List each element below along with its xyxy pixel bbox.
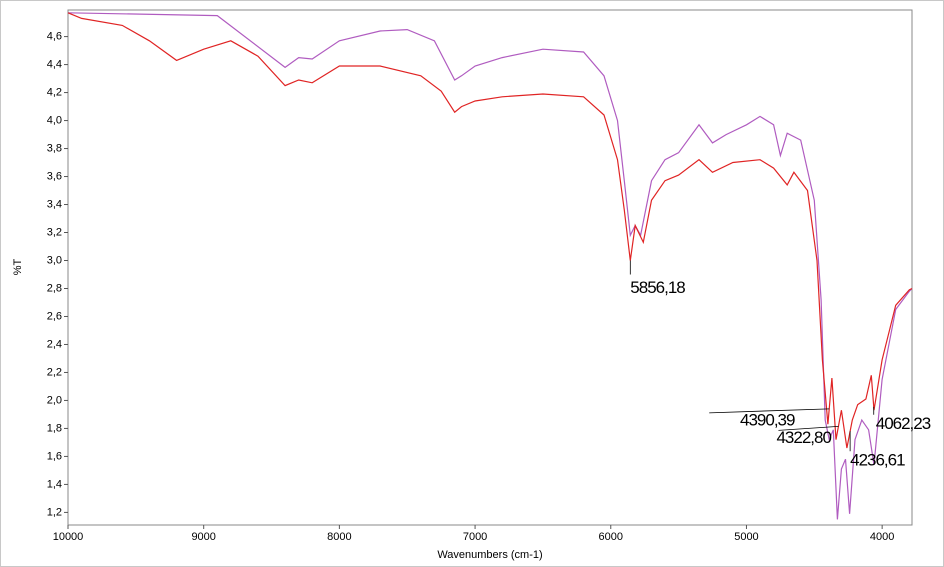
peak-label: 4322,80 xyxy=(776,428,831,447)
y-tick-label: 1,8 xyxy=(47,422,62,434)
peak-label: 4062,23 xyxy=(876,414,931,433)
y-tick-label: 2,4 xyxy=(47,338,62,350)
x-axis-label: Wavenumbers (cm-1) xyxy=(437,549,542,561)
x-tick-label: 6000 xyxy=(599,531,623,543)
y-axis-label: %T xyxy=(12,258,24,275)
y-tick-label: 1,2 xyxy=(47,506,62,518)
peak-label: 5856,18 xyxy=(630,278,685,297)
y-tick-label: 3,2 xyxy=(47,226,62,238)
leader-line xyxy=(778,426,839,431)
x-tick-label: 4000 xyxy=(870,531,894,543)
peak-label: 4390,39 xyxy=(740,410,795,429)
x-tick-label: 7000 xyxy=(463,531,487,543)
y-tick-label: 3,8 xyxy=(47,142,62,154)
y-tick-label: 3,6 xyxy=(47,170,62,182)
y-tick-label: 1,6 xyxy=(47,450,62,462)
y-tick-label: 3,4 xyxy=(47,198,62,210)
y-tick-label: 2,0 xyxy=(47,394,62,406)
y-tick-label: 2,8 xyxy=(47,282,62,294)
y-tick-label: 4,6 xyxy=(47,30,62,42)
y-tick-label: 3,0 xyxy=(47,254,62,266)
spectrum-line xyxy=(67,12,913,520)
x-tick-label: 9000 xyxy=(191,531,215,543)
x-tick-label: 5000 xyxy=(734,531,758,543)
peak-label: 4236,61 xyxy=(850,451,905,470)
plot-area xyxy=(67,9,913,526)
x-tick-label: 10000 xyxy=(53,531,84,543)
y-tick-label: 1,4 xyxy=(47,478,62,490)
y-tick-label: 4,4 xyxy=(47,58,62,70)
y-tick-label: 2,2 xyxy=(47,366,62,378)
spectrum-line xyxy=(67,12,913,449)
y-tick-label: 2,6 xyxy=(47,310,62,322)
x-tick-label: 8000 xyxy=(327,531,351,543)
y-tick-label: 4,0 xyxy=(47,114,62,126)
leader-line xyxy=(709,408,830,414)
y-tick-label: 4,2 xyxy=(47,86,62,98)
